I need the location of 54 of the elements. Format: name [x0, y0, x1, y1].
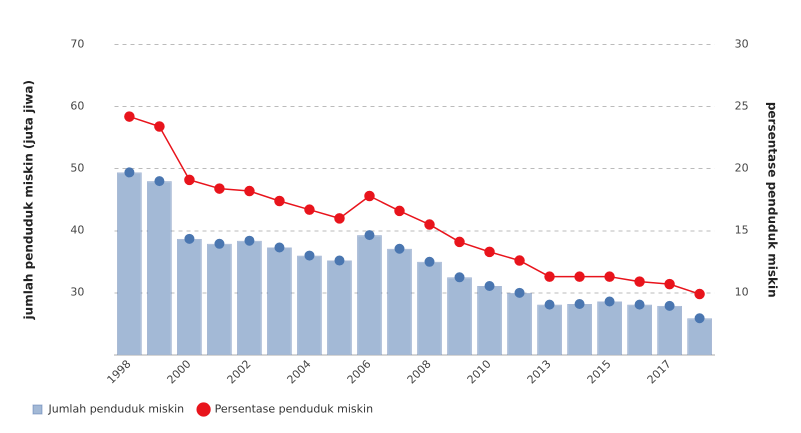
y2-tick-label: 30 [734, 37, 749, 50]
point [334, 256, 344, 266]
point [124, 167, 134, 178]
legend-label: Jumlah penduduk miskin [48, 402, 184, 416]
point [604, 296, 615, 307]
point [424, 256, 435, 267]
point [694, 313, 705, 324]
y2-tick-label: 20 [734, 162, 749, 175]
point [244, 186, 255, 196]
point [334, 213, 345, 224]
y2-tick-label: 15 [734, 224, 749, 237]
y2-tick-label: 25 [734, 100, 749, 113]
y2-axis-title: persentase penduduk miskin [766, 102, 780, 298]
point [514, 255, 525, 266]
point [394, 244, 404, 254]
y-tick-label: 40 [70, 224, 84, 237]
point [304, 250, 314, 261]
point [574, 271, 585, 282]
point [154, 176, 164, 186]
point [634, 276, 645, 287]
point [214, 238, 224, 249]
y-tick-label: 30 [70, 286, 84, 299]
legend-label: Persentase penduduk miskin [214, 402, 374, 416]
point [664, 278, 675, 290]
point [274, 196, 285, 206]
point [514, 288, 525, 298]
point [484, 280, 495, 291]
point [574, 298, 585, 309]
point [424, 219, 435, 230]
point [544, 271, 555, 282]
point [394, 206, 405, 216]
point [664, 300, 675, 311]
point [634, 300, 645, 310]
point [124, 111, 135, 122]
point [304, 204, 315, 215]
point [454, 236, 465, 248]
point [184, 174, 195, 186]
point [604, 271, 615, 282]
point [484, 246, 495, 258]
point [364, 190, 375, 202]
y-tick-label: 70 [70, 37, 84, 50]
point [244, 236, 254, 246]
y-tick-label: 60 [70, 100, 84, 113]
point [214, 183, 225, 194]
point [184, 234, 194, 244]
y-axis-title: jumlah penduduk miskin (juta jiwa) [21, 80, 36, 320]
point [694, 288, 705, 300]
point [274, 242, 284, 253]
point [454, 272, 465, 282]
y2-tick-label: 10 [734, 286, 749, 299]
point [154, 121, 165, 132]
point [544, 300, 555, 310]
point [364, 230, 374, 240]
y-tick-label: 50 [70, 162, 84, 175]
